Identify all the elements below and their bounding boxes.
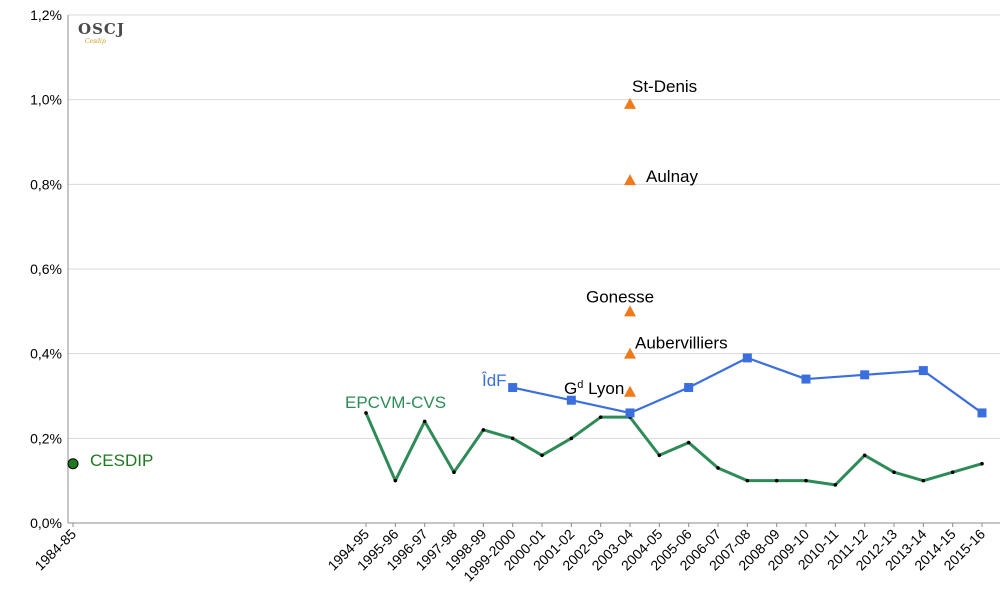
data-point bbox=[364, 411, 368, 415]
gridlines bbox=[68, 14, 1000, 439]
series-label-idf: ÎdF bbox=[481, 371, 507, 390]
data-point bbox=[980, 461, 984, 466]
data-point bbox=[566, 395, 576, 405]
chart-labels: CESDIP EPCVM-CVS ÎdF St-Denis Aulnay Gonesse A… bbox=[90, 77, 728, 470]
data-point bbox=[860, 370, 870, 380]
data-point bbox=[921, 478, 926, 483]
series-label-epcvm: EPCVM-CVS bbox=[345, 393, 446, 412]
logo-subtext: Cesdip bbox=[85, 38, 106, 45]
data-point bbox=[452, 470, 456, 475]
data-point bbox=[742, 353, 752, 363]
data-point bbox=[950, 470, 955, 475]
y-tick-label: 1,0% bbox=[30, 92, 62, 108]
axes bbox=[67, 15, 1000, 527]
series-label-cesdip: CESDIP bbox=[90, 451, 153, 470]
data-point bbox=[801, 374, 811, 384]
data-point bbox=[918, 366, 928, 376]
series-line bbox=[364, 412, 983, 487]
data-point bbox=[624, 174, 636, 186]
data-point bbox=[67, 458, 79, 470]
data-point bbox=[598, 415, 603, 419]
y-tick-label: 1,2% bbox=[30, 7, 62, 23]
data-point bbox=[422, 419, 427, 424]
annotation-label: Gonesse bbox=[586, 287, 654, 306]
data-point bbox=[833, 483, 838, 487]
oscj-logo: OSCJ Cesdip bbox=[78, 20, 125, 45]
data-point bbox=[540, 453, 544, 458]
annotation-label: St-Denis bbox=[632, 77, 697, 96]
x-tick-label: 1984-85 bbox=[31, 526, 79, 574]
y-tick-label: 0,0% bbox=[30, 515, 62, 531]
data-point bbox=[862, 453, 867, 458]
data-point bbox=[624, 385, 636, 397]
data-point bbox=[892, 470, 896, 475]
data-point bbox=[686, 440, 691, 445]
data-point bbox=[624, 347, 636, 359]
data-point bbox=[684, 383, 694, 393]
data-point bbox=[510, 436, 515, 441]
y-tick-label: 0,4% bbox=[30, 346, 62, 362]
y-tick-label: 0,6% bbox=[30, 261, 62, 277]
annotation-label: Gd Lyon bbox=[564, 379, 624, 398]
data-point bbox=[624, 305, 636, 317]
x-axis-ticks: 1984-85 1994-951995-961996-971997-981998-… bbox=[31, 526, 988, 585]
y-tick-label: 0,2% bbox=[30, 430, 62, 446]
y-axis-ticks: 0,0% 0,2% 0,4% 0,6% 0,8% 1,0% 1,2% bbox=[30, 7, 62, 531]
series-markers bbox=[67, 97, 987, 487]
y-tick-label: 0,8% bbox=[30, 176, 62, 192]
data-point bbox=[716, 466, 720, 470]
logo-text: OSCJ bbox=[78, 20, 125, 38]
series-lines bbox=[364, 356, 983, 487]
data-point bbox=[804, 478, 808, 483]
data-point bbox=[393, 478, 398, 483]
data-point bbox=[569, 436, 574, 441]
data-point bbox=[625, 408, 635, 418]
data-point bbox=[774, 478, 779, 483]
data-point bbox=[508, 383, 518, 393]
data-point bbox=[624, 97, 636, 109]
data-point bbox=[481, 428, 486, 432]
data-point bbox=[657, 453, 662, 458]
annotation-label: Aubervilliers bbox=[635, 334, 728, 353]
annotation-label: Aulnay bbox=[646, 167, 698, 186]
data-point bbox=[745, 478, 750, 483]
data-point bbox=[977, 408, 987, 418]
